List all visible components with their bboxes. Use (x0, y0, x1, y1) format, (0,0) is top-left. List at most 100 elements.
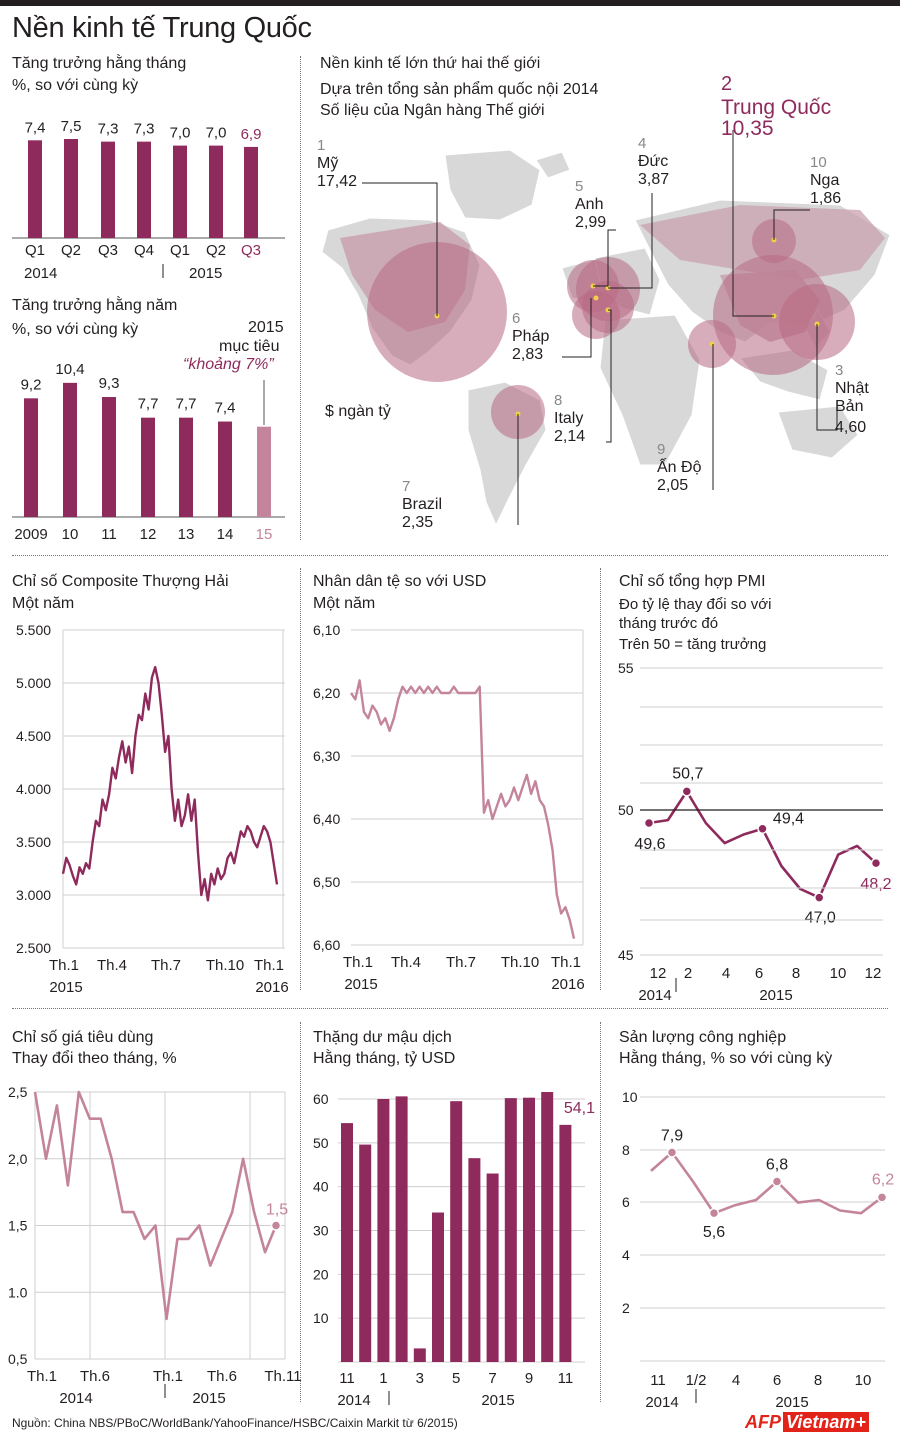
bar-value-label: 10,4 (55, 361, 84, 378)
y-tick-label: 6,60 (313, 937, 340, 953)
data-label: 49,6 (634, 836, 665, 853)
country-gdp: 2,05 (657, 477, 688, 494)
gdp-bubble (572, 291, 620, 339)
y-tick-label: 8 (622, 1142, 630, 1158)
year-label: 2014 (337, 1392, 370, 1409)
bar (141, 417, 155, 517)
x-tick-label: Q1 (25, 242, 45, 259)
column-divider (600, 1022, 601, 1402)
data-label: 6,8 (766, 1156, 788, 1173)
country-rank: 9 (657, 441, 665, 458)
country-name: Nga (810, 172, 839, 189)
data-point (666, 1147, 678, 1158)
x-tick-label: 6 (773, 1372, 781, 1389)
x-tick-label: Q2 (206, 242, 226, 259)
y-tick-label: 2,5 (8, 1084, 28, 1100)
industrial-title: Sản lượng công nghiệp (619, 1029, 787, 1046)
monthly-growth-subtitle: %, so với cùng kỳ (12, 77, 139, 94)
y-tick-label: 60 (313, 1091, 329, 1107)
data-line (650, 1151, 883, 1215)
monthly-growth-title: Tăng trưởng hằng tháng (12, 55, 187, 72)
country-dot (709, 341, 715, 347)
data-line (648, 790, 877, 899)
data-label: 7,9 (661, 1127, 683, 1144)
data-point (270, 1220, 282, 1231)
bar (137, 141, 151, 238)
bar (179, 417, 193, 517)
map-land (444, 149, 541, 221)
trade-subtitle: Hằng tháng, tỷ USD (313, 1050, 456, 1067)
country-gdp: 2,99 (575, 214, 606, 231)
bar (523, 1097, 535, 1362)
x-tick-label: 11 (339, 1370, 355, 1387)
country-gdp: 17,42 (317, 173, 357, 190)
x-tick-label: 12 (650, 965, 667, 982)
x-tick-label: 4 (722, 965, 730, 982)
data-point (681, 786, 693, 797)
country-rank: 6 (512, 310, 520, 327)
data-label: 48,2 (860, 876, 891, 893)
year-label: 2014 (24, 265, 57, 282)
country-name: Trung Quốc (721, 96, 831, 119)
data-label: 1,5 (266, 1202, 288, 1219)
data-label: 5,6 (703, 1224, 725, 1241)
section-divider-2 (12, 1008, 888, 1009)
country-name: Italy (554, 410, 583, 427)
bar-value-label: 7,7 (138, 396, 159, 413)
year-label: 2015 (775, 1394, 808, 1411)
y-tick-label: 2 (622, 1300, 630, 1316)
bar (395, 1096, 408, 1362)
data-point (708, 1207, 720, 1219)
cpi-title: Chỉ số giá tiêu dùng (12, 1029, 154, 1046)
country-gdp: 2,35 (402, 514, 433, 531)
data-point (876, 1192, 888, 1203)
year-label: 2015 (189, 265, 222, 282)
data-line (33, 1090, 278, 1321)
page-title: Nền kinh tế Trung Quốc (12, 12, 312, 44)
bar-value-label: 6,9 (241, 126, 262, 143)
country-rank: 7 (402, 478, 410, 495)
x-tick-label: Th.7 (446, 954, 476, 971)
y-tick-label: 4.500 (16, 728, 51, 744)
x-tick-label: 6 (755, 965, 763, 982)
year-label: 2015 (49, 979, 82, 996)
country-name: Brazil (402, 496, 442, 513)
leader-line (562, 298, 592, 358)
bar (541, 1091, 554, 1362)
annual-growth-chart: 9,2 2009 10,4 10 9,3 11 7,7 12 7,7 13 7,4 14 15 (12, 361, 285, 543)
x-tick-label: 13 (178, 526, 195, 543)
x-tick-label: 9 (525, 1370, 533, 1387)
y-tick-label: 55 (618, 660, 634, 676)
leader-line (816, 324, 838, 431)
pmi-subtitle-2: tháng trước đó (619, 615, 719, 632)
yuan-title: Nhân dân tệ so với USD (313, 573, 487, 590)
x-tick-label: 12 (865, 965, 882, 982)
country-dot (593, 295, 599, 301)
bar (244, 146, 258, 238)
data-label: 6,2 (872, 1171, 894, 1188)
column-divider (300, 1022, 301, 1402)
pmi-title: Chỉ số tổng hợp PMI (619, 573, 766, 590)
y-tick-label: 3.500 (16, 834, 51, 850)
x-tick-label: Th.1 (49, 957, 79, 974)
bar (486, 1173, 499, 1362)
x-tick-label: Th.4 (391, 954, 421, 971)
map-land (599, 314, 701, 466)
annual-growth-subtitle: %, so với cùng kỳ (12, 321, 139, 338)
country-gdp: 4,60 (835, 419, 866, 436)
bar (468, 1158, 481, 1362)
x-tick-label: 10 (830, 965, 847, 982)
pmi-subtitle-1: Đo tỷ lệ thay đổi so với (619, 596, 772, 613)
shanghai-title: Chỉ số Composite Thượng Hải (12, 573, 229, 590)
bar-value-label: 7,0 (206, 125, 227, 142)
bar (102, 397, 116, 517)
country-rank: 4 (638, 135, 646, 152)
x-tick-label: Q3 (98, 242, 118, 259)
x-tick-label: Th.7 (151, 957, 181, 974)
y-tick-label: 10 (313, 1310, 329, 1326)
leader-line (606, 309, 612, 443)
x-tick-label: 1 (379, 1370, 387, 1387)
map-land (777, 405, 859, 459)
